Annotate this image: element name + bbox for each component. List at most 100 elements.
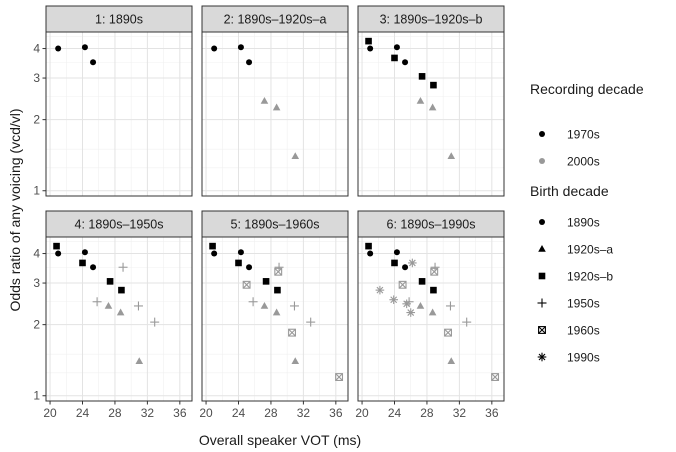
shape-legend-title: Birth decade [530,183,609,199]
data-point [444,328,452,337]
data-point [260,96,269,104]
data-point [272,308,281,316]
shape-legend-label: 1890s [567,216,600,230]
panel-plot-area [358,32,504,196]
panel-points [209,242,344,381]
legend-key-circle [539,131,545,137]
data-point [430,267,439,276]
y-tick-label: 3 [33,71,40,85]
x-tick-label: 28 [420,406,434,420]
data-point [402,299,411,309]
x-tick-label: 20 [199,406,213,420]
y-tick-label: 4 [33,42,40,56]
x-tick-label: 36 [173,406,187,420]
color-legend-label: 2000s [567,155,600,169]
data-point [367,250,374,257]
x-tick-label: 20 [43,406,57,420]
data-point [428,103,437,111]
x-tick-label: 28 [264,406,278,420]
panel-grid [202,237,348,401]
panel-4: 4: 1890s–1950s [45,210,193,402]
data-point [237,249,244,256]
panel-strip-label: 4: 1890s–1950s [75,218,164,232]
panel-border [201,236,349,402]
panel-5: 5: 1890s–1960s [201,210,349,402]
data-point [211,45,218,52]
data-point [289,301,299,311]
shape-legend-item: 1920s–b [538,270,613,284]
data-point [211,250,218,257]
data-point [462,317,472,327]
data-point [90,59,97,66]
data-point [116,308,125,316]
data-point [365,242,372,250]
data-point [408,258,417,268]
color-legend-item: 2000s [539,155,600,169]
data-point [418,73,426,80]
panel-strip [357,5,505,33]
data-point [133,301,143,311]
shape-legend-item: 1990s [537,351,600,365]
data-point [79,259,86,267]
shape-legend-label: 1990s [567,351,600,365]
y-axis-title: Odds ratio of any voicing (vcd/vl) [7,108,23,311]
panel-points [55,44,97,66]
panels-layer: 1: 1890s 2: 1890s–1920s–a 3: 1890s–1920s–b… [45,5,505,402]
data-point [447,357,456,365]
data-point [447,152,456,160]
data-point [418,278,426,285]
data-point [367,45,374,52]
data-point [402,264,409,271]
data-point [445,301,455,311]
panel-points [211,44,300,160]
panel-strip-label: 2: 1890s–1920s–a [224,13,327,27]
data-point [375,285,385,295]
data-point [393,44,400,51]
data-point [430,286,437,294]
panel-grid [358,237,504,401]
data-point [393,249,400,256]
panel-grid [358,32,504,196]
data-point [365,37,372,45]
panel-3: 3: 1890s–1920s–b [357,5,505,197]
panel-strip-label: 1: 1890s [95,13,143,27]
panel-plot-area [202,32,348,196]
data-point [209,242,216,250]
data-point [118,262,128,272]
panel-points [365,242,500,381]
panel-strip-label: 3: 1890s–1920s–b [380,13,483,27]
data-point [235,259,242,267]
data-point [291,152,300,160]
panel-1: 1: 1890s [45,5,193,197]
panel-strip-label: 6: 1890s–1990s [387,218,476,232]
data-point [81,249,88,256]
y-tick-label: 3 [33,276,40,290]
data-point [402,59,409,66]
data-point [430,81,437,89]
panel-strip [45,210,193,238]
data-point [90,264,97,271]
shape-legend-label: 1960s [567,324,600,338]
y-tick-label: 4 [33,247,40,261]
data-point [306,317,316,327]
color-legend-label: 1970s [567,128,600,142]
legend-key-boxcross [538,326,546,334]
y-tick-label: 2 [33,318,40,332]
x-tick-label: 24 [232,406,246,420]
data-point [237,44,244,51]
panel-border [45,236,193,402]
data-point [55,45,62,52]
shape-legend-label: 1920s–a [567,243,613,257]
x-tick-label: 32 [453,406,467,420]
x-tick-label: 32 [297,406,311,420]
panel-strip [201,5,349,33]
x-tick-label: 28 [108,406,122,420]
data-point [135,357,144,365]
data-point [389,295,398,305]
data-point [246,59,253,66]
x-tick-label: 24 [388,406,402,420]
legend-key-asterisk [537,352,547,362]
data-point [242,280,251,289]
panel-2: 2: 1890s–1920s–a [201,5,349,197]
